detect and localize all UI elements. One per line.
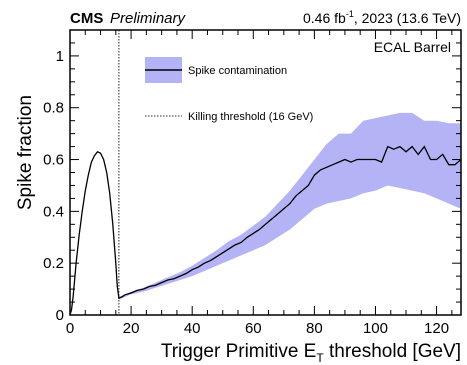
series-line-0 <box>69 145 462 316</box>
x-tick-label: 40 <box>184 320 201 337</box>
legend-threshold-label: Killing threshold (16 GeV) <box>188 111 313 123</box>
plot-area <box>69 30 462 316</box>
legend: Spike contamination Killing threshold (1… <box>145 57 313 123</box>
y-tick-label: 0.8 <box>43 100 64 117</box>
x-axis-label: Trigger Primitive ET threshold [GeV] <box>161 341 461 365</box>
y-tick-label: 0.4 <box>43 203 64 220</box>
y-tick-label: 0.6 <box>43 152 64 169</box>
y-axis-label: Spike fraction <box>15 95 36 210</box>
y-tick-label: 1 <box>56 48 64 65</box>
axis-ticks: 0 0.2 0.4 0.6 0.8 1 0 20 40 60 80 100 120 <box>43 29 461 337</box>
x-tick-label: 0 <box>66 320 74 337</box>
x-tick-label: 100 <box>363 320 388 337</box>
x-tick-label: 120 <box>424 320 449 337</box>
x-tick-label: 60 <box>245 320 262 337</box>
y-tick-label: 0.2 <box>43 255 64 272</box>
x-tick-label: 80 <box>306 320 323 337</box>
experiment-label: CMS <box>70 10 103 27</box>
status-label: Preliminary <box>110 10 187 27</box>
y-tick-label: 0 <box>56 307 64 324</box>
legend-contamination-label: Spike contamination <box>188 65 287 77</box>
uncertainty-band <box>118 112 462 300</box>
region-label: ECAL Barrel <box>374 39 451 55</box>
x-tick-label: 20 <box>123 320 140 337</box>
lumi-label: 0.46 fb-1, 2023 (13.6 TeV) <box>303 9 461 26</box>
